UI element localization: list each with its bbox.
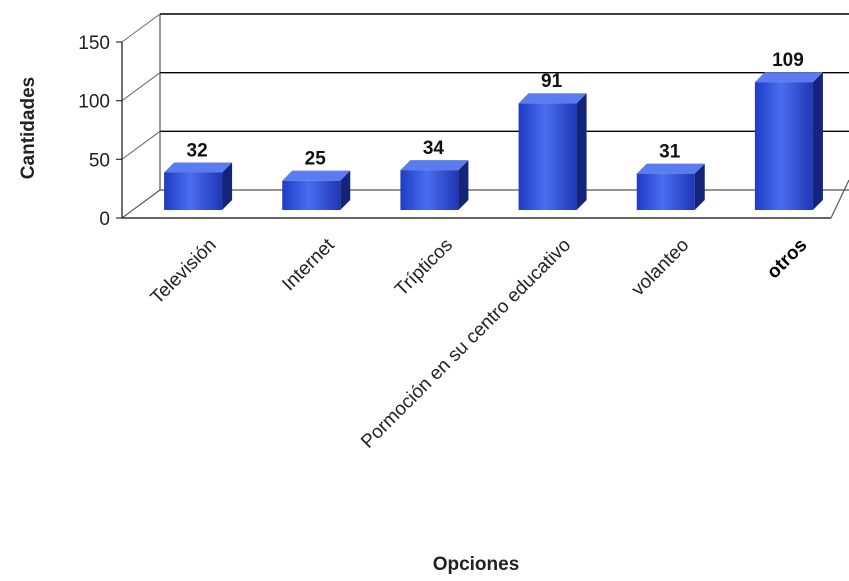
- bar-5: [754, 72, 823, 211]
- data-label-4: 31: [659, 142, 681, 163]
- back-wall-edge: [159, 14, 849, 191]
- x-tick-label-4: volanteo: [628, 235, 694, 301]
- bar-front-5: [754, 82, 813, 210]
- bar-front-0: [164, 172, 223, 210]
- data-label-0: 32: [187, 140, 208, 161]
- bar-front-3: [518, 103, 577, 210]
- bar-side-2: [458, 160, 469, 210]
- y-tick-label-150: 150: [78, 33, 110, 54]
- data-label-2: 34: [423, 138, 445, 159]
- bar-3: [518, 93, 587, 210]
- data-labels: 32 25 34 91 31 109: [187, 50, 804, 170]
- bar-side-1: [340, 170, 351, 210]
- floor-left-edge: [121, 189, 161, 219]
- y-tick-label-0: 0: [99, 209, 110, 230]
- y-axis-title: Cantidades: [18, 77, 39, 179]
- gridlines: [121, 13, 849, 160]
- bar-top-5: [754, 72, 823, 83]
- x-tick-label-0: Televisión: [147, 235, 221, 309]
- bar-1: [282, 170, 351, 210]
- bar-top-0: [164, 162, 233, 173]
- bar-side-4: [694, 163, 705, 210]
- gridline-depth-150: [121, 13, 161, 43]
- bar-0: [164, 162, 233, 210]
- bar-side-0: [222, 162, 233, 210]
- gridline-depth-50: [121, 130, 161, 160]
- y-axis-ticks: 0 50 100 150: [78, 33, 122, 230]
- bar-side-5: [812, 72, 823, 211]
- bar-2: [400, 160, 469, 210]
- bar-front-1: [282, 180, 341, 210]
- bar-top-4: [636, 163, 705, 174]
- axes: [121, 42, 831, 219]
- floor-right-edge: [830, 179, 849, 219]
- bar-front-2: [400, 170, 459, 210]
- bars: [164, 72, 823, 211]
- x-tick-label-1: Internet: [278, 234, 339, 295]
- bar-side-3: [576, 93, 587, 210]
- x-axis-title: Opciones: [433, 554, 520, 575]
- y-tick-label-50: 50: [89, 150, 110, 171]
- bar-top-1: [282, 170, 351, 181]
- data-label-3: 91: [541, 71, 563, 92]
- bar-top-3: [518, 93, 587, 104]
- bar-front-4: [636, 173, 695, 210]
- x-tick-label-3: Pormoción en su centro educativo: [357, 235, 575, 453]
- x-tick-label-5: otros: [763, 235, 811, 283]
- x-tick-label-2: Trípticos: [391, 235, 457, 301]
- bar-4: [636, 163, 705, 210]
- data-label-1: 25: [305, 149, 327, 170]
- data-label-5: 109: [772, 50, 804, 71]
- gridline-depth-100: [121, 72, 161, 102]
- y-tick-label-100: 100: [78, 92, 110, 113]
- bar-top-2: [400, 160, 469, 171]
